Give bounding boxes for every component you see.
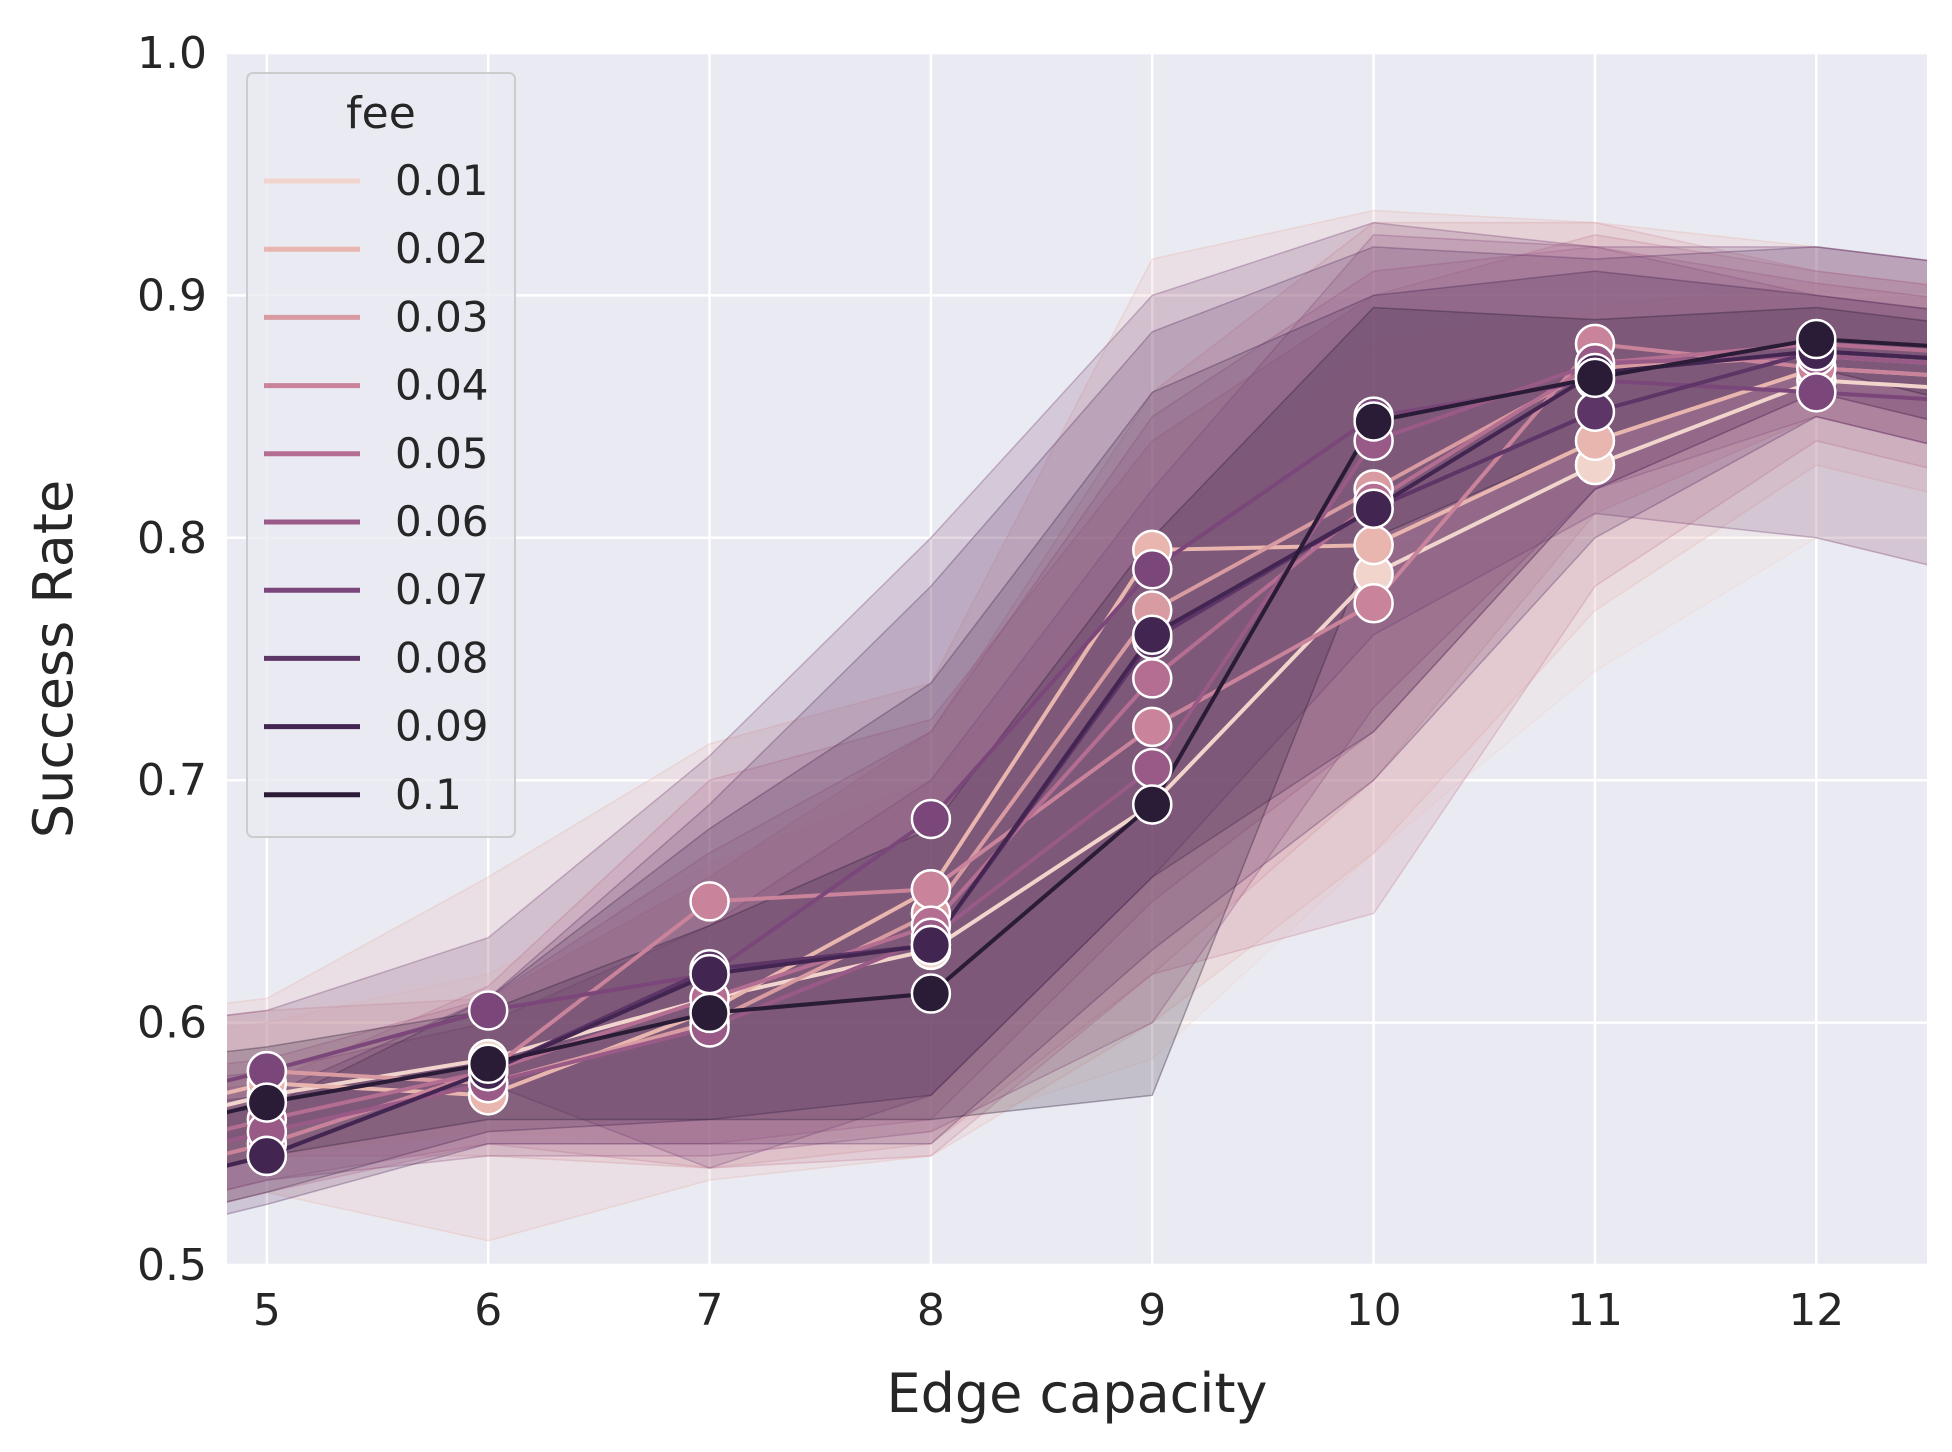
point-0.07-6 <box>467 990 509 1031</box>
band-0.1 <box>227 306 1927 1167</box>
legend-label: 0.01 <box>395 156 489 205</box>
x-axis-label: Edge capacity <box>886 1362 1267 1425</box>
legend-label: 0.05 <box>395 429 489 478</box>
band-0.03 <box>227 221 1927 1169</box>
legend-label: 0.07 <box>395 565 489 614</box>
band-0.07 <box>227 221 1927 1169</box>
x-tick-label: 9 <box>1138 1285 1166 1336</box>
x-tick-label: 5 <box>253 1285 281 1336</box>
x-axis-ticks: 5 6 7 8 9 10 11 12 <box>253 1285 1844 1336</box>
legend-label: 0.09 <box>395 702 489 751</box>
legend-items: 0.01 0.02 0.03 0.04 0.05 0.06 0.07 0.08 0.09 0.1 <box>264 156 489 819</box>
legend-label: 0.03 <box>395 292 489 341</box>
x-tick-label: 7 <box>696 1285 724 1336</box>
point-0.05-9 <box>1132 658 1173 699</box>
point-0.1-8 <box>910 973 952 1014</box>
y-tick-label: 0.8 <box>137 513 207 564</box>
point-0.09-7 <box>689 953 730 995</box>
y-axis-label: Success Rate <box>22 480 85 838</box>
point-0.1-9 <box>1132 784 1173 825</box>
y-tick-label: 0.7 <box>137 755 207 806</box>
point-0.07-8 <box>910 798 952 840</box>
point-0.07-12 <box>1796 372 1837 413</box>
point-0.09-10 <box>1353 488 1394 529</box>
band-0.08 <box>227 246 1927 1215</box>
point-0.1-6 <box>467 1043 509 1085</box>
point-0.1-10 <box>1353 401 1394 442</box>
point-0.04-9 <box>1132 706 1173 748</box>
point-0.07-9 <box>1132 549 1173 590</box>
legend-label: 0.02 <box>395 224 489 273</box>
point-0.1-7 <box>689 992 730 1034</box>
point-0.04-8 <box>910 869 952 910</box>
line-0.1 <box>227 337 1927 1115</box>
point-0.1-11 <box>1574 357 1616 399</box>
point-0.09-5 <box>246 1135 288 1177</box>
series-lines <box>227 337 1927 1168</box>
series-points <box>246 318 1837 1177</box>
x-tick-label: 10 <box>1346 1285 1402 1336</box>
band-0.04 <box>227 234 1927 1203</box>
point-0.02-10 <box>1353 524 1394 566</box>
legend-label: 0.04 <box>395 361 489 410</box>
point-0.04-10 <box>1353 582 1394 624</box>
line-0.09 <box>227 349 1927 1168</box>
legend: fee 0.01 0.02 0.03 0.04 0.05 0.06 0.07 0.08 0.09… <box>246 72 516 838</box>
point-0.06-9 <box>1132 747 1173 789</box>
legend-label: 0.08 <box>395 633 489 682</box>
line-0.02 <box>227 366 1927 1098</box>
x-tick-label: 8 <box>917 1285 945 1336</box>
legend-frame <box>246 72 516 838</box>
legend-title: fee <box>346 88 416 139</box>
x-tick-label: 6 <box>474 1285 502 1336</box>
point-0.04-7 <box>689 881 730 922</box>
legend-label: 0.06 <box>395 497 489 546</box>
band-0.09 <box>227 270 1927 1203</box>
point-0.1-12 <box>1796 318 1837 360</box>
y-tick-label: 0.6 <box>137 998 207 1049</box>
point-0.08-11 <box>1574 391 1616 433</box>
x-tick-label: 11 <box>1567 1285 1623 1336</box>
legend-label: 0.1 <box>395 770 462 819</box>
point-0.09-8 <box>910 924 952 966</box>
y-axis-ticks: 0.5 0.6 0.7 0.8 0.9 1.0 <box>137 28 207 1291</box>
point-0.09-9 <box>1132 614 1173 656</box>
x-tick-label: 12 <box>1788 1285 1844 1336</box>
point-0.1-5 <box>246 1082 288 1123</box>
y-tick-label: 0.5 <box>137 1240 207 1291</box>
line-0.05 <box>227 341 1927 1132</box>
line-0.07 <box>227 378 1927 1083</box>
y-tick-label: 1.0 <box>137 28 207 79</box>
y-tick-label: 0.9 <box>137 270 207 321</box>
